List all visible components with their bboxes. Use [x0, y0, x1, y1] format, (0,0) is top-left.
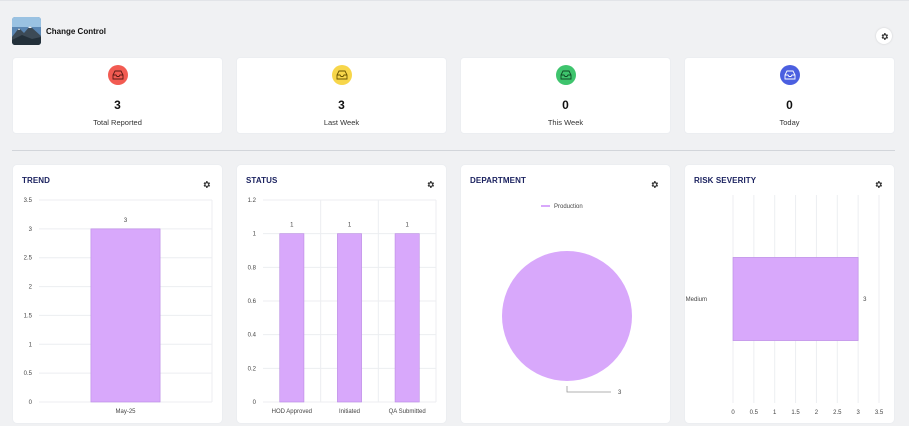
y-tick-label: 0.2 — [248, 366, 257, 372]
x-tick-label: Initiated — [339, 409, 360, 415]
x-tick-label: QA Submitted — [389, 409, 426, 415]
chart-title: TREND — [22, 176, 51, 185]
y-tick-label: 2.5 — [24, 256, 33, 262]
stat-value: 0 — [562, 98, 569, 112]
x-tick-label: HOD Approved — [272, 409, 312, 415]
y-tick-label: 1.5 — [24, 313, 33, 319]
risk-severity-chart-card: RISK SEVERITY 0 0.5 1 1.5 2 2.5 3 3.5 Medium 3 — [684, 164, 895, 424]
stat-icon-badge — [779, 65, 800, 85]
stat-icon-badge — [107, 65, 128, 85]
chart-title: RISK SEVERITY — [694, 176, 757, 185]
page-header: Change Control — [12, 17, 106, 45]
stat-value: 0 — [786, 98, 793, 112]
page-settings-button[interactable] — [876, 28, 892, 44]
stat-label: Total Reported — [93, 118, 142, 127]
bar — [394, 233, 420, 403]
y-tick-label: 3 — [29, 227, 33, 233]
gear-icon — [881, 32, 888, 40]
gear-icon — [427, 180, 434, 188]
x-tick-label: 3 — [856, 410, 860, 416]
y-tick-label: 2 — [29, 285, 33, 291]
x-tick-label: 3.5 — [875, 410, 884, 416]
legend-label: Production — [554, 204, 583, 210]
y-tick-label: 1 — [29, 342, 33, 348]
data-label: 1 — [290, 223, 294, 229]
y-tick-label: 0 — [253, 400, 257, 406]
stat-label: Last Week — [323, 118, 360, 127]
data-label: 3 — [124, 218, 128, 224]
y-tick-label: 1 — [253, 232, 257, 238]
data-label: 1 — [348, 223, 352, 229]
chart-title: STATUS — [246, 176, 278, 185]
section-divider — [12, 150, 895, 151]
department-chart-card: DEPARTMENT Production 3 — [460, 164, 671, 424]
y-tick-label: Medium — [686, 297, 707, 303]
department-pie-chart: Production 3 — [502, 204, 632, 396]
x-tick-label: 2.5 — [833, 410, 842, 416]
gear-icon — [651, 180, 658, 188]
status-settings-button[interactable] — [422, 176, 438, 192]
stat-icon-badge — [555, 65, 576, 85]
data-label: 1 — [405, 223, 409, 229]
data-label: 3 — [863, 297, 867, 303]
y-tick-label: 0.6 — [248, 299, 257, 305]
inbox-icon — [560, 70, 571, 80]
x-tick-label: 2 — [815, 410, 819, 416]
department-settings-button[interactable] — [646, 176, 662, 192]
stat-icon-badge — [331, 65, 352, 85]
pie-slice — [502, 251, 632, 381]
risk-settings-button[interactable] — [870, 176, 886, 192]
x-tick-label: 0.5 — [750, 410, 759, 416]
gear-icon — [203, 180, 210, 188]
y-tick-label: 3.5 — [24, 198, 33, 204]
x-tick-label: 1.5 — [791, 410, 800, 416]
label-leader-line — [566, 386, 611, 393]
risk-severity-bar-chart: 0 0.5 1 1.5 2 2.5 3 3.5 Medium 3 — [686, 195, 884, 416]
stat-card-total-reported: 3 Total Reported — [12, 57, 223, 134]
app-logo — [12, 17, 41, 45]
stat-card-today: 0 Today — [684, 57, 895, 134]
y-tick-label: 0 — [29, 400, 33, 406]
y-tick-label: 0.4 — [248, 333, 257, 339]
x-tick-label: 1 — [773, 410, 777, 416]
inbox-icon — [112, 70, 123, 80]
page-title: Change Control — [46, 26, 106, 36]
stat-card-last-week: 3 Last Week — [236, 57, 447, 134]
trend-chart-card: TREND 0 0.5 1 1.5 2 2.5 3 3.5 3 May-25 — [12, 164, 223, 424]
inbox-icon — [336, 70, 347, 80]
data-label: 3 — [618, 390, 622, 396]
chart-title: DEPARTMENT — [470, 176, 526, 185]
stat-label: Today — [779, 118, 800, 127]
stat-label: This Week — [547, 118, 584, 127]
stat-value: 3 — [338, 98, 345, 112]
stat-card-this-week: 0 This Week — [460, 57, 671, 134]
trend-settings-button[interactable] — [198, 176, 214, 192]
y-tick-label: 1.2 — [248, 198, 257, 204]
bar — [279, 233, 305, 403]
status-chart-card: STATUS 0 0.2 0.4 0.6 0.8 1 1.2 1 HOD Approved 1 In… — [236, 164, 447, 424]
inbox-icon — [784, 70, 795, 80]
y-tick-label: 0.8 — [248, 265, 257, 271]
x-tick-label: 0 — [731, 410, 735, 416]
trend-bar-chart: 0 0.5 1 1.5 2 2.5 3 3.5 3 May-25 — [24, 198, 213, 415]
x-tick-label: May-25 — [115, 409, 136, 415]
bar — [732, 257, 859, 341]
stat-value: 3 — [114, 98, 121, 112]
gear-icon — [875, 180, 882, 188]
bar — [337, 233, 362, 403]
bar — [90, 228, 161, 403]
y-tick-label: 0.5 — [24, 371, 33, 377]
status-bar-chart: 0 0.2 0.4 0.6 0.8 1 1.2 1 HOD Approved 1 Initiated… — [248, 198, 437, 415]
mountain-landscape-logo — [12, 17, 41, 45]
